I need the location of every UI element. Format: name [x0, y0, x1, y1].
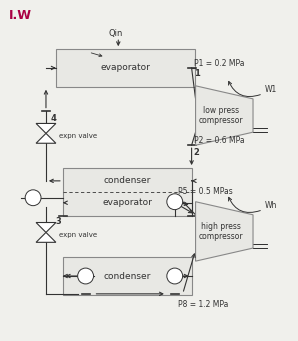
Text: P2 = 0.6 MPa: P2 = 0.6 MPa — [194, 136, 244, 145]
Text: P5 = 0.5 MPas: P5 = 0.5 MPas — [178, 187, 232, 196]
Polygon shape — [195, 202, 253, 261]
Text: 6: 6 — [31, 193, 35, 202]
Polygon shape — [36, 223, 56, 233]
Text: 4: 4 — [51, 114, 57, 123]
Text: expn valve: expn valve — [59, 133, 97, 139]
Text: 3: 3 — [56, 217, 62, 226]
Text: 2: 2 — [194, 148, 199, 157]
Polygon shape — [36, 133, 56, 143]
Bar — [63, 257, 192, 295]
Text: 5: 5 — [172, 197, 177, 206]
Polygon shape — [36, 123, 56, 133]
Text: Qin: Qin — [108, 29, 122, 38]
Polygon shape — [36, 233, 56, 242]
Text: W1: W1 — [265, 85, 277, 94]
Circle shape — [167, 268, 183, 284]
Text: expn valve: expn valve — [59, 232, 97, 238]
Text: 1: 1 — [194, 70, 199, 78]
Bar — [63, 168, 192, 216]
Text: P8 = 1.2 MPa: P8 = 1.2 MPa — [178, 300, 228, 309]
Text: 8: 8 — [172, 271, 177, 281]
Text: condenser: condenser — [103, 176, 151, 186]
Text: condenser: condenser — [103, 271, 151, 281]
Text: I.W: I.W — [9, 9, 32, 22]
Text: low press
compressor: low press compressor — [199, 106, 244, 125]
Text: Wh: Wh — [265, 201, 277, 210]
Polygon shape — [195, 86, 253, 145]
Bar — [56, 49, 195, 87]
Text: P1 = 0.2 MPa: P1 = 0.2 MPa — [194, 59, 244, 68]
Text: high press
compressor: high press compressor — [199, 222, 244, 241]
Circle shape — [25, 190, 41, 206]
Circle shape — [78, 268, 94, 284]
Text: evaporator: evaporator — [102, 198, 152, 207]
Text: evaporator: evaporator — [100, 63, 150, 73]
Circle shape — [167, 194, 183, 210]
Text: 7: 7 — [83, 271, 88, 281]
